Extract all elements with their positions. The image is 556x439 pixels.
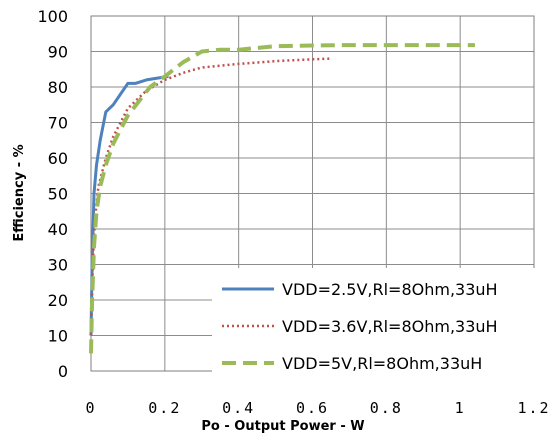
x-tick-label: 1 [455,399,466,417]
y-tick-label: 50 [48,185,68,204]
x-tick-label: 0.2 [148,399,181,417]
y-tick-label: 90 [48,43,68,62]
y-tick-label: 30 [48,256,68,275]
series-line-3 [89,43,475,354]
x-tick-label: 0.4 [222,399,255,417]
legend-label: VDD=3.6V,Rl=8Ohm,33uH [282,317,498,336]
y-tick-label: 0 [58,362,68,381]
y-tick-label: 60 [48,149,68,168]
legend-background [212,268,542,374]
x-tick-label: 0 [85,399,96,417]
y-tick-label: 80 [48,78,68,97]
x-tick-label: 1.2 [517,399,550,417]
y-tick-label: 20 [48,291,68,310]
y-axis-label: Efficiency - % [12,144,27,241]
y-tick-label: 40 [48,220,68,239]
y-tick-label: 100 [37,7,68,26]
y-axis-ticks: 0 10 20 30 40 50 60 70 80 90 100 [37,7,68,381]
y-tick-label: 70 [48,114,68,133]
y-tick-label: 10 [48,327,68,346]
x-axis-ticks: 0 0.2 0.4 0.6 0.8 1 1.2 [85,399,550,417]
series-line-1 [89,74,169,336]
legend: VDD=2.5V,Rl=8Ohm,33uH VDD=3.6V,Rl=8Ohm,33… [212,268,542,374]
x-axis-label: Po - Output Power - W [201,419,364,434]
series-lines [89,43,475,354]
x-tick-label: 0.6 [296,399,329,417]
legend-label: VDD=5V,Rl=8Ohm,33uH [282,354,482,373]
x-tick-label: 0.8 [370,399,403,417]
legend-label: VDD=2.5V,Rl=8Ohm,33uH [282,280,498,299]
